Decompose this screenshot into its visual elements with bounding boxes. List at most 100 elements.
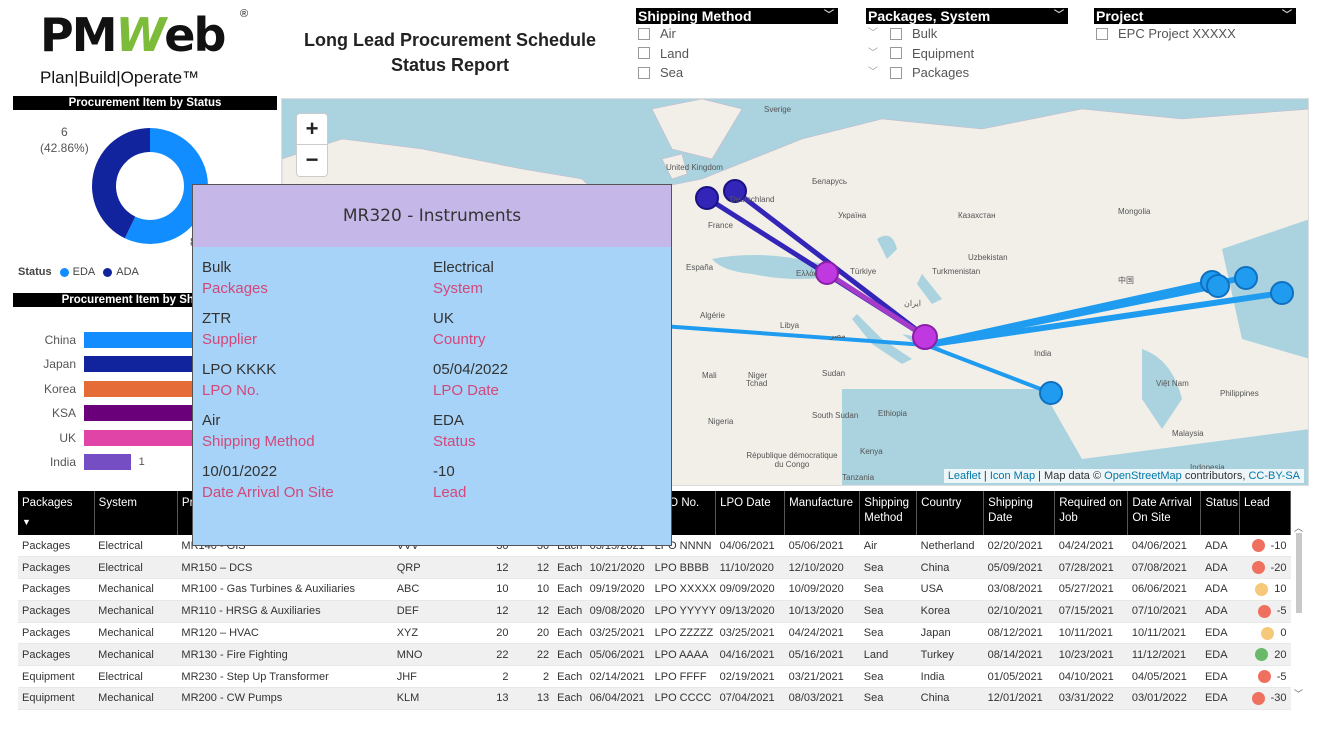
osm-link[interactable]: OpenStreetMap [1104, 470, 1182, 482]
map-marker-india[interactable] [1039, 381, 1063, 405]
expand-chevron-icon[interactable]: ﹀ [868, 67, 878, 78]
checkbox[interactable] [890, 66, 902, 79]
table-cell: 20 [512, 622, 554, 645]
column-header[interactable]: Required on Job [1054, 491, 1129, 535]
slicer-option-land[interactable]: Land [636, 44, 838, 64]
table-cell: 07/04/2021 [715, 687, 785, 710]
table-row[interactable]: Packages Electrical MR150 – DCS QRP 12 12 Each… [18, 556, 1291, 580]
map-label: Philippines [1220, 389, 1259, 398]
column-header[interactable]: Manufacture [784, 491, 861, 535]
bar-row[interactable]: China [18, 331, 224, 349]
table-row[interactable]: Packages Mechanical MR100 - Gas Turbines &… [18, 578, 1291, 601]
legend-item-ada[interactable]: ADA [116, 266, 139, 278]
red-sea [852, 314, 912, 364]
checkbox[interactable] [638, 27, 650, 40]
table-row[interactable]: Equipment Electrical MR230 - Step Up Trans… [18, 665, 1291, 689]
column-header[interactable]: LPO Date [715, 491, 786, 535]
chevron-down-icon[interactable]: ﹀ [824, 10, 834, 21]
sort-descending-icon[interactable]: ▼ [22, 517, 31, 527]
map-marker-turkey[interactable] [815, 261, 839, 285]
column-header[interactable]: Shipping Method [859, 491, 918, 535]
slicer-option-air[interactable]: Air [636, 24, 838, 44]
table-cell: -10 [1239, 535, 1291, 558]
chevron-down-icon[interactable]: ﹀ [1054, 10, 1064, 21]
bar[interactable] [84, 429, 224, 446]
slicer-option-packages[interactable]: ﹀ Packages [866, 63, 1068, 83]
map-label: Беларусь [812, 177, 847, 186]
table-cell: MR110 - HRSG & Auxiliaries [177, 600, 393, 623]
iconmap-link[interactable]: Icon Map [989, 470, 1036, 482]
tooltip-field: LPO KKKK LPO No. [202, 359, 433, 401]
route-line[interactable] [923, 283, 1221, 348]
donut-slice-ada[interactable] [92, 128, 150, 239]
table-cell: QRP [392, 556, 464, 580]
map-label: France [708, 221, 733, 230]
chevron-down-icon[interactable]: ﹀ [1282, 10, 1292, 21]
expand-chevron-icon[interactable]: ﹀ [868, 47, 878, 59]
slicer-option-equipment[interactable]: ﹀ Equipment [866, 44, 1068, 64]
map-marker-japan[interactable] [1270, 281, 1294, 305]
column-header[interactable]: Lead [1239, 491, 1291, 535]
tooltip-field-value: 10/01/2022 [202, 463, 278, 480]
lead-value: -5 [1276, 605, 1287, 618]
scroll-down-icon[interactable]: ﹀ [1294, 689, 1304, 699]
route-line[interactable] [923, 290, 1285, 348]
scrollbar-thumb[interactable] [1296, 533, 1302, 613]
logo-wordmark: PMWeb [40, 8, 226, 62]
table-row[interactable]: Equipment Mechanical MR200 - CW Pumps KLM 13… [18, 687, 1291, 710]
table-cell: Electrical [94, 535, 178, 558]
slicer-option-project[interactable]: EPC Project XXXXX [1094, 24, 1296, 44]
route-line[interactable] [924, 343, 1053, 395]
bar-row[interactable]: India 1 [18, 453, 145, 471]
checkbox[interactable] [1096, 27, 1108, 40]
table-row[interactable]: Packages Mechanical MR120 – HVAC XYZ 20 20 Eac… [18, 622, 1291, 645]
bar[interactable] [84, 380, 224, 397]
packages-system-slicer-header[interactable]: Packages, System ﹀ [866, 8, 1068, 24]
bar-row[interactable]: KSA [18, 404, 224, 422]
leaflet-link[interactable]: Leaflet [947, 470, 981, 482]
zoom-out-button[interactable]: − [296, 145, 328, 177]
map-marker-uk[interactable] [695, 186, 719, 210]
table-cell: ABC [392, 578, 464, 601]
shipping-method-slicer-header[interactable]: Shipping Method ﹀ [636, 8, 838, 24]
column-header[interactable]: System [94, 491, 178, 535]
bar-row[interactable]: UK [18, 429, 224, 447]
checkbox[interactable] [638, 47, 650, 60]
column-header[interactable]: Shipping Date [983, 491, 1056, 535]
bar[interactable] [84, 405, 224, 422]
table-scrollbar[interactable]: ︿ ﹀ [1294, 521, 1304, 711]
column-header[interactable]: Country [916, 491, 985, 535]
legend-item-eda[interactable]: EDA [72, 266, 96, 278]
map-marker-china-2[interactable] [1206, 274, 1230, 298]
map-marker-netherlands[interactable] [723, 179, 747, 203]
route-line[interactable] [660, 324, 928, 347]
column-header[interactable]: Packages ▼ [18, 491, 95, 535]
expand-chevron-icon[interactable]: ﹀ [868, 28, 878, 39]
bar[interactable] [84, 332, 224, 348]
checkbox[interactable] [890, 27, 902, 40]
checkbox[interactable] [638, 66, 650, 79]
column-header[interactable]: Status [1200, 491, 1241, 535]
table-row[interactable]: Packages Mechanical MR130 - Fire Fighting M… [18, 643, 1291, 667]
map-marker-ksa[interactable] [912, 324, 938, 350]
donut-slice-eda[interactable] [124, 128, 208, 244]
table-cell: 05/09/2021 [983, 556, 1055, 580]
bar[interactable] [84, 356, 224, 373]
map-label: Libya [780, 321, 800, 330]
zoom-in-button[interactable]: + [296, 113, 328, 145]
bar-row[interactable]: Japan [18, 355, 224, 373]
checkbox[interactable] [890, 47, 902, 60]
slicer-option-bulk[interactable]: ﹀ Bulk [866, 24, 1068, 44]
project-slicer-header[interactable]: Project ﹀ [1094, 8, 1296, 24]
bar-category-label: Japan [43, 357, 76, 372]
route-line[interactable] [824, 270, 929, 340]
bar-row[interactable]: Korea [18, 380, 224, 398]
scroll-up-icon[interactable]: ︿ [1294, 523, 1304, 533]
slicer-option-sea[interactable]: Sea [636, 63, 838, 83]
mediterranean-sea [712, 255, 842, 279]
table-row[interactable]: Packages Mechanical MR110 - HRSG & Auxilia… [18, 600, 1291, 623]
column-header[interactable]: Date Arrival On Site [1127, 491, 1202, 535]
license-link[interactable]: CC-BY-SA [1248, 470, 1300, 482]
bar[interactable] [84, 454, 131, 470]
map-marker-korea[interactable] [1234, 266, 1258, 290]
